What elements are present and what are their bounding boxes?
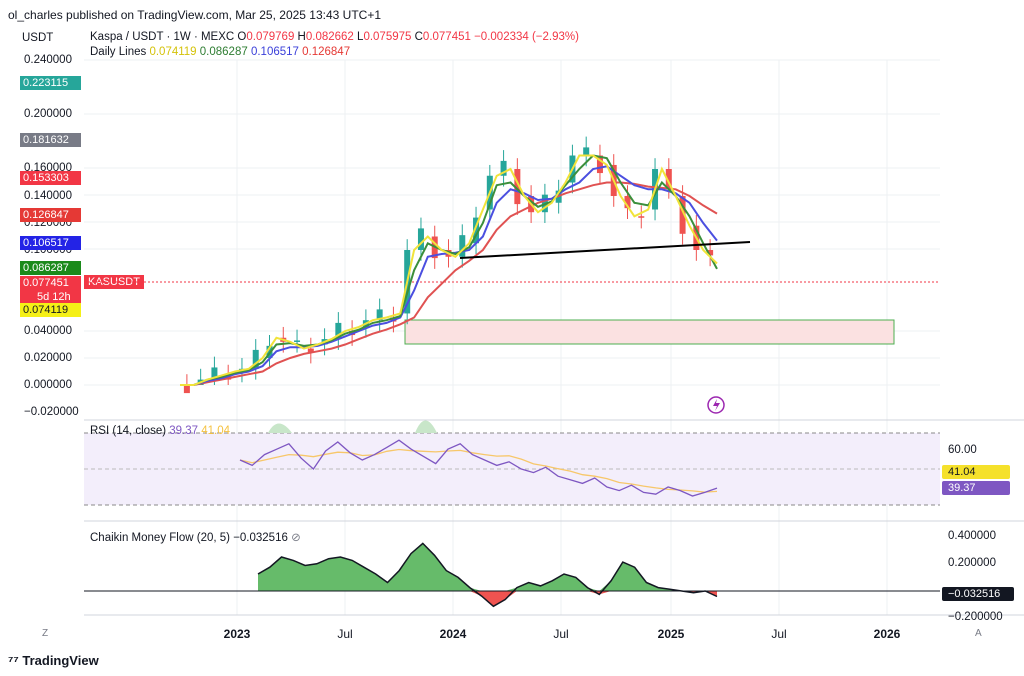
rsi-value: 39.37 (169, 425, 199, 437)
rsi-label[interactable]: RSI (14, close) (90, 425, 167, 437)
candle-body (624, 196, 631, 209)
candle-body (294, 340, 301, 342)
candle-body (459, 235, 466, 257)
price-tag-last: 0.077451 5d 12h (20, 276, 81, 303)
rsi-line (239, 439, 718, 497)
cmf-tag: −0.032516 (942, 587, 1014, 601)
candle-body (514, 169, 521, 205)
candle-body (473, 217, 480, 244)
daily-line-value-1: 0.074119 (149, 46, 197, 58)
y-tick: 0.200000 (24, 108, 72, 120)
ma-blue-line (180, 165, 718, 386)
cmf-tick: −0.200000 (948, 611, 1003, 623)
close-value: 0.077451 (422, 31, 471, 43)
footer-logo-text: TradingView (22, 653, 99, 668)
daily-line-value-4: 0.126847 (302, 46, 351, 58)
daily-lines-label[interactable]: Daily Lines (90, 46, 147, 58)
candle-body (252, 349, 259, 369)
high-value: 0.082662 (305, 31, 354, 43)
rsi-tag: 39.37 (942, 481, 1010, 495)
open-label: O (237, 31, 247, 43)
trendline (459, 241, 751, 259)
visibility-icon[interactable]: ⊘ (291, 532, 301, 544)
support-zone (404, 319, 895, 345)
daily-lines-legend: Daily Lines 0.074119 0.086287 0.106517 0… (90, 46, 350, 58)
ma-green-line (180, 154, 718, 386)
cmf-label[interactable]: Chaikin Money Flow (20, 5) (90, 532, 230, 544)
alert-icon (707, 396, 725, 414)
cmf-negative-area (258, 591, 717, 607)
rsi-overbought-fill (268, 423, 292, 433)
price-tag-ma-red: 0.126847 (20, 208, 81, 222)
price-tag-ma-yellow: 0.074119 (20, 303, 81, 317)
candle-body (665, 169, 672, 188)
zoom-toggle[interactable]: Z (42, 628, 49, 639)
price-tag-prev: 0.181632 (20, 133, 81, 147)
x-label: Jul (553, 627, 569, 641)
candle-body (707, 250, 714, 256)
candle-body (376, 309, 383, 321)
change-value: −0.002334 (−2.93%) (474, 31, 579, 43)
rsi-ma-value: 41.04 (201, 425, 231, 437)
candle-body (417, 228, 424, 250)
open-value: 0.079769 (246, 31, 295, 43)
candle-group (183, 136, 714, 394)
footer-logo: ⁷⁷ TradingView (8, 653, 99, 668)
rsi-overbought-fill (415, 420, 437, 433)
cmf-area (258, 543, 717, 591)
y-tick: 0.000000 (24, 379, 72, 391)
rsi-ma-line (239, 448, 718, 493)
y-tick: 0.140000 (24, 190, 72, 202)
x-label: Jul (771, 627, 787, 641)
price-tag-ma-green: 0.086287 (20, 261, 81, 275)
tradingview-logo-icon: ⁷⁷ (8, 653, 19, 668)
countdown: 5d 12h (37, 291, 71, 303)
daily-line-value-3: 0.106517 (250, 46, 299, 58)
rsi-level-label: 60.00 (948, 444, 977, 456)
rsi-ma-tag: 41.04 (942, 465, 1010, 479)
y-tick: 0.240000 (24, 54, 72, 66)
daily-line-value-2: 0.086287 (199, 46, 248, 58)
high-label: H (297, 31, 306, 43)
ma-red-line (180, 181, 718, 386)
candle-body (583, 147, 590, 156)
x-label: 2024 (439, 627, 467, 641)
cmf-line (257, 542, 718, 608)
ma-yellow-line (180, 154, 718, 386)
cmf-value: −0.032516 (233, 532, 288, 544)
currency-label: USDT (22, 32, 54, 44)
x-label: 2023 (223, 627, 251, 641)
candle-body (211, 367, 218, 380)
low-value: 0.075975 (363, 31, 412, 43)
auto-scale-toggle[interactable]: A (975, 628, 982, 639)
candle-body (335, 322, 342, 340)
x-label: 2026 (873, 627, 901, 641)
y-tick: 0.040000 (24, 325, 72, 337)
candle-body (596, 155, 603, 174)
candle-body (307, 348, 314, 353)
x-label: Jul (337, 627, 353, 641)
low-label: L (357, 31, 364, 43)
publisher-line: ol_charles published on TradingView.com,… (8, 8, 382, 22)
lightning-icon (713, 399, 720, 411)
rsi-legend: RSI (14, close) 39.37 41.04 (90, 425, 230, 437)
price-tag-high: 0.223115 (20, 76, 81, 90)
price-tag-red: 0.153303 (20, 171, 81, 185)
symbol-name[interactable]: Kaspa / USDT · 1W · MEXC (90, 31, 235, 43)
cmf-tick: 0.200000 (948, 557, 996, 569)
candle-body (679, 196, 686, 234)
close-label: C (414, 31, 423, 43)
price-tag-ma-blue: 0.106517 (20, 236, 81, 250)
cmf-tick: 0.400000 (948, 530, 996, 542)
candle-body (183, 385, 190, 394)
last-price: 0.077451 (23, 277, 69, 289)
symbol-legend: Kaspa / USDT · 1W · MEXC O0.079769 H0.08… (90, 31, 579, 43)
y-tick: 0.020000 (24, 352, 72, 364)
y-tick: −0.020000 (24, 406, 79, 418)
candle-body (500, 160, 507, 176)
x-label: 2025 (657, 627, 685, 641)
cmf-legend: Chaikin Money Flow (20, 5) −0.032516 ⊘ (90, 530, 301, 544)
candle-body (638, 216, 645, 218)
